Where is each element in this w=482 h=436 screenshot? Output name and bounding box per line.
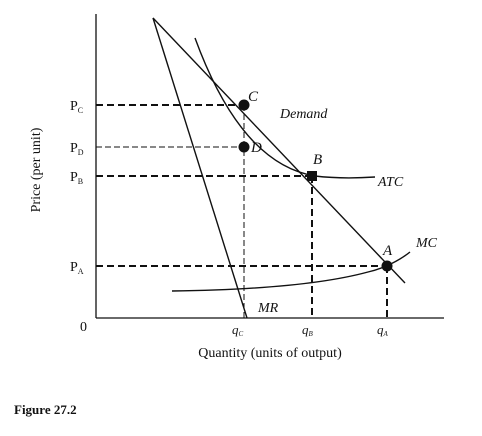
mc-label: MC xyxy=(415,236,438,251)
point-a-label: A xyxy=(382,243,393,259)
y-axis-title: Price (per unit) xyxy=(29,127,44,212)
price-label-pc: PC xyxy=(70,99,83,115)
demand-label: Demand xyxy=(279,107,328,122)
price-label-pb: PB xyxy=(70,170,83,186)
point-d-label: D xyxy=(250,140,262,156)
figure-caption: Figure 27.2 xyxy=(14,402,77,417)
point-c-marker xyxy=(238,99,250,111)
quantity-label-qb: qB xyxy=(302,322,314,338)
point-d-marker xyxy=(238,141,250,153)
mc-curve xyxy=(171,251,411,292)
atc-label: ATC xyxy=(377,175,404,190)
mr-curve xyxy=(152,17,248,319)
point-b-label: B xyxy=(313,152,322,168)
demand-curve xyxy=(152,17,406,284)
quantity-label-qc: qC xyxy=(232,322,244,338)
point-c-label: C xyxy=(248,89,259,105)
price-label-pd: PD xyxy=(70,141,84,157)
x-axis-title: Quantity (units of output) xyxy=(198,346,342,361)
point-b-marker xyxy=(307,171,317,181)
mr-label: MR xyxy=(257,301,279,316)
quantity-label-qa: qA xyxy=(377,322,389,338)
price-label-pa: PA xyxy=(70,260,84,276)
origin-label: 0 xyxy=(80,320,87,335)
atc-curve xyxy=(194,37,376,179)
point-a-marker xyxy=(381,260,393,272)
